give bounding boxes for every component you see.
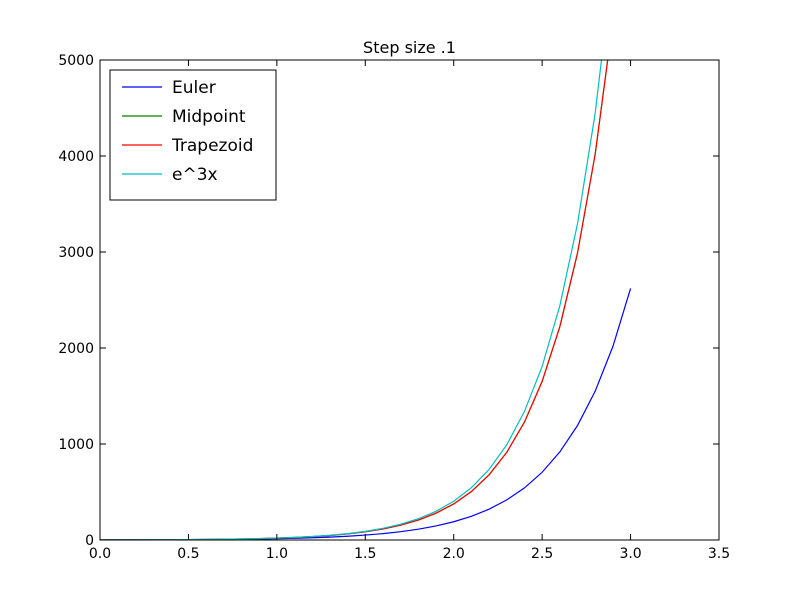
x-tick-label: 2.5 xyxy=(531,546,553,562)
x-tick-label: 0.5 xyxy=(177,546,199,562)
x-tick-label: 1.5 xyxy=(354,546,376,562)
x-tick-label: 0.0 xyxy=(89,546,111,562)
axes-frame xyxy=(99,59,720,541)
x-tick-label: 2.0 xyxy=(443,546,465,562)
legend-label: Midpoint xyxy=(172,107,246,127)
y-tick-label: 4000 xyxy=(58,149,94,165)
x-tick-label: 3.5 xyxy=(708,546,730,562)
chart-title: Step size .1 xyxy=(363,38,456,57)
x-tick-label: 1.0 xyxy=(266,546,288,562)
y-tick-label: 1000 xyxy=(58,437,94,453)
y-tick-label: 2000 xyxy=(58,341,94,357)
y-tick-label: 5000 xyxy=(58,53,94,69)
x-tick-label: 3.0 xyxy=(619,546,641,562)
legend-label: Trapezoid xyxy=(171,136,253,156)
legend-frame xyxy=(109,69,277,201)
y-tick-label: 3000 xyxy=(58,245,94,261)
legend-label: e^3x xyxy=(172,165,218,185)
y-tick-label: 0 xyxy=(85,533,94,549)
legend-label: Euler xyxy=(172,78,216,98)
